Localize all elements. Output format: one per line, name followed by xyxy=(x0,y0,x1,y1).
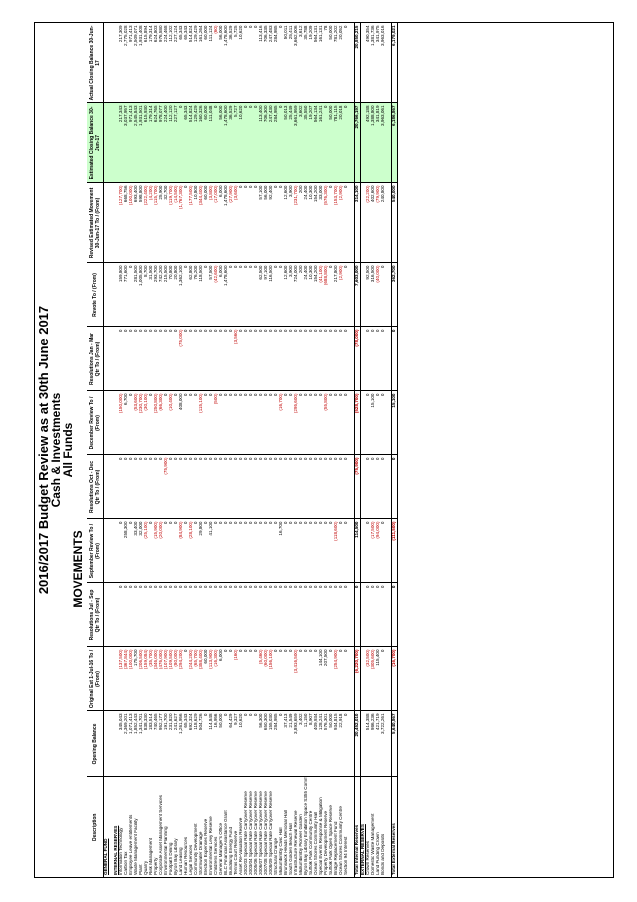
col-revised: Revised Estimated Movement 30-Jun-17 To … xyxy=(87,183,104,263)
col-dec-review: December Review To / (From) xyxy=(87,391,104,455)
movements-heading: MOVEMENTS xyxy=(71,530,85,608)
row-description: Total External Reserves xyxy=(391,777,398,877)
row-value: 6,186,867 xyxy=(391,103,398,183)
col-original: Original Est 1-Jul-16 To / (From) xyxy=(87,647,104,711)
col-revote: Revote To / (From) xyxy=(87,263,104,327)
row-value: 0 xyxy=(391,327,398,391)
row-value: (111,500) xyxy=(391,519,398,583)
header-row: Description Opening Balance Original Est… xyxy=(87,23,104,877)
col-est-closing: Estimated Closing Balance 30-Jun-17 xyxy=(87,103,104,183)
row-value: 5,640,867 xyxy=(391,711,398,777)
budget-table: Description Opening Balance Original Est… xyxy=(87,23,398,877)
col-actual: Actual Closing Balance 30-Jun-17 xyxy=(87,23,104,103)
col-sep-review: September Review To / (From) xyxy=(87,519,104,583)
col-res-q2: Resolutions Oct - Dec Qtr To / (From) xyxy=(87,455,104,519)
table-body: GENERAL FUND INTERNAL RESERVES Information… xyxy=(103,23,398,877)
col-opening: Opening Balance xyxy=(87,711,104,777)
row-value: (16,700) xyxy=(391,647,398,711)
row-value: 540,000 xyxy=(391,183,398,263)
row-value: 6,179,021 xyxy=(391,23,398,103)
table-row: Total External Reserves 5,640,867 (16,700)… xyxy=(391,23,398,877)
row-value: 0 xyxy=(391,455,398,519)
col-description: Description xyxy=(87,777,104,877)
row-value: 0 xyxy=(391,583,398,647)
row-value: 15,100 xyxy=(391,391,398,455)
col-res-q3: Resolutions Jan - Mar Qtr To / (From) xyxy=(87,327,104,391)
budget-table-frame: 2016/2017 Budget Review as at 30th June … xyxy=(34,22,614,878)
col-res-q1: Resolutions Jul - Sep Qtr To / (From) xyxy=(87,583,104,647)
row-value: 362,700 xyxy=(391,263,398,327)
